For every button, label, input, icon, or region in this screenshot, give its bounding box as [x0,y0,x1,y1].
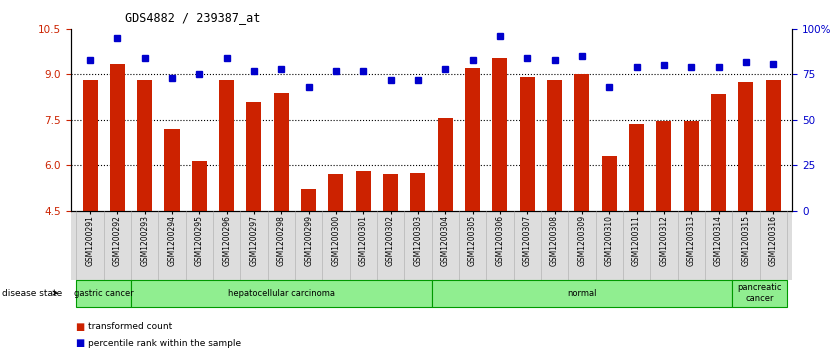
Bar [410,173,425,211]
Bar [192,160,207,211]
Bar [247,102,262,211]
Text: gastric cancer: gastric cancer [73,289,133,298]
Bar [219,81,234,211]
Bar [520,77,535,211]
Text: pancreatic
cancer: pancreatic cancer [737,284,781,303]
Bar [601,156,616,211]
Bar [492,58,507,211]
Text: disease state: disease state [2,289,62,298]
Bar [329,174,344,211]
Bar [656,121,671,211]
Bar [575,74,590,211]
Text: transformed count: transformed count [88,322,172,331]
Bar [684,121,699,211]
Text: GDS4882 / 239387_at: GDS4882 / 239387_at [125,11,260,24]
Bar [164,129,179,211]
Text: ■: ■ [75,322,84,332]
Bar [383,174,398,211]
Bar [465,68,480,211]
Bar [83,81,98,211]
Text: normal: normal [567,289,596,298]
Bar [547,81,562,211]
Bar [711,94,726,211]
Bar [274,93,289,211]
Bar [629,125,644,211]
Bar [438,118,453,211]
Bar [301,189,316,211]
Text: ■: ■ [75,338,84,348]
Bar [356,171,371,211]
Bar [110,64,125,211]
Bar [137,81,152,211]
Bar [766,81,781,211]
Bar [738,82,753,211]
Text: percentile rank within the sample: percentile rank within the sample [88,339,241,347]
Text: hepatocellular carcinoma: hepatocellular carcinoma [228,289,334,298]
